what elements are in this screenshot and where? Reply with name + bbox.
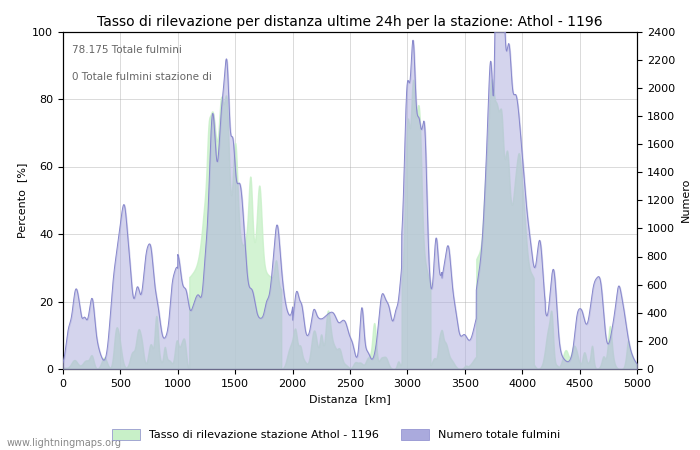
Legend: Tasso di rilevazione stazione Athol - 1196, Numero totale fulmini: Tasso di rilevazione stazione Athol - 11… (108, 424, 564, 445)
Y-axis label: Percento  [%]: Percento [%] (17, 162, 27, 238)
Text: 78.175 Totale fulmini: 78.175 Totale fulmini (71, 45, 181, 55)
X-axis label: Distanza  [km]: Distanza [km] (309, 394, 391, 404)
Text: www.lightningmaps.org: www.lightningmaps.org (7, 438, 122, 448)
Title: Tasso di rilevazione per distanza ultime 24h per la stazione: Athol - 1196: Tasso di rilevazione per distanza ultime… (97, 15, 603, 29)
Text: 0 Totale fulmini stazione di: 0 Totale fulmini stazione di (71, 72, 211, 82)
Y-axis label: Numero: Numero (680, 178, 690, 222)
